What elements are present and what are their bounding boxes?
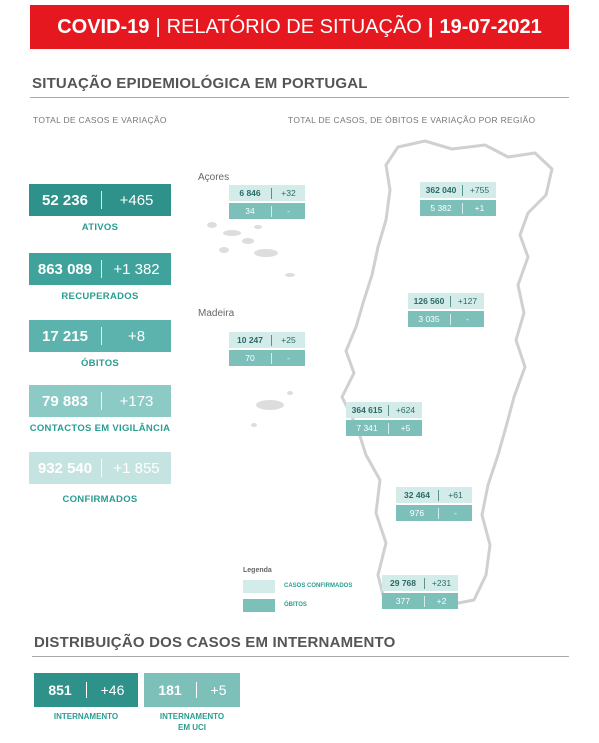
portugal-map [207,139,554,609]
region-cases-delta: +624 [395,405,416,415]
stat-value: 932 540 [37,459,93,477]
stat-divider [101,260,102,278]
legend-label-deaths: ÓBITOS [284,602,307,608]
stat-label: ATIVOS [81,222,119,233]
region-deaths-delta: - [287,206,290,216]
banner-separator: | [155,15,161,38]
hosp-label: INTERNAMENTO EM UCI [159,712,225,732]
section-divider [32,656,569,657]
hosp-internamento-uci: 181 +5 [144,673,240,707]
region-cases-delta: +61 [448,490,463,500]
stat-delta: +1 382 [113,260,160,278]
legend-swatch-cases [243,580,275,593]
mainland-outline [340,139,554,609]
stat-label: CONTACTOS EM VIGILÂNCIA [29,423,171,434]
stat-delta: +173 [119,392,154,410]
region-cases: 364 615 [351,405,383,415]
stat-value: 863 089 [37,260,93,278]
stat-ativos: 52 236 +465 [29,184,171,216]
region-deaths-delta: +2 [436,596,447,606]
stat-delta: +8 [127,327,146,345]
section-title-epidemiological: SITUAÇÃO EPIDEMIOLÓGICA EM PORTUGAL [32,75,368,92]
stat-recuperados: 863 089 +1 382 [29,253,171,285]
region-box-alentejo: 32 464 +61 976 - [396,487,472,521]
region-deaths-delta: +1 [474,203,485,213]
section-divider [30,97,569,98]
region-cases: 10 247 [237,335,263,345]
madeira-islands [251,391,293,427]
hosp-divider [86,682,87,698]
report-banner: COVID-19 | RELATÓRIO DE SITUAÇÃO | 19-07… [30,5,569,49]
region-deaths: 70 [245,353,255,363]
stat-obitos: 17 215 +8 [29,320,171,352]
region-cases-delta: +755 [469,185,490,195]
banner-subtitle: RELATÓRIO DE SITUAÇÃO [166,15,422,38]
hosp-value: 851 [48,682,72,698]
azores-islands [207,222,295,277]
region-deaths: 976 [409,508,425,518]
stat-value: 17 215 [42,327,88,345]
stat-delta: +465 [119,191,154,209]
region-deaths: 5 382 [430,203,452,213]
stat-label: RECUPERADOS [61,291,139,302]
legend-swatch-deaths [243,599,275,612]
legend-title: Legenda [243,567,272,574]
hosp-value: 181 [158,682,182,698]
region-deaths: 377 [395,596,411,606]
region-deaths: 3 035 [418,314,440,324]
subtitle-total-cases: TOTAL DE CASOS E VARIAÇÃO [33,115,167,125]
stat-divider [101,191,102,209]
hosp-delta: +46 [100,682,125,698]
region-deaths-delta: - [466,314,469,324]
stat-divider [101,327,102,345]
hosp-internamento: 851 +46 [34,673,138,707]
stat-label: CONFIRMADOS [62,494,138,505]
region-box-acores: 6 846 +32 34 - [229,185,305,219]
banner-title: COVID-19 [57,15,150,38]
region-box-centro: 126 560 +127 3 035 - [408,293,484,327]
banner-separator: | [427,15,434,38]
banner-date: 19-07-2021 [439,15,542,38]
region-cases-delta: +25 [281,335,296,345]
hosp-delta: +5 [210,682,227,698]
region-box-lisboa: 364 615 +624 7 341 +5 [346,402,422,436]
stat-value: 79 883 [42,392,88,410]
region-deaths: 34 [245,206,255,216]
stat-delta: +1 855 [113,459,160,477]
region-cases: 362 040 [425,185,457,195]
region-name-acores: Açores [198,172,230,183]
stat-divider [101,459,102,477]
stat-label: ÓBITOS [80,358,120,369]
region-cases: 32 464 [404,490,430,500]
region-deaths-delta: - [454,508,457,518]
region-deaths-delta: - [287,353,290,363]
stat-contactos: 79 883 +173 [29,385,171,417]
region-cases-delta: +231 [431,578,452,588]
legend-label-cases: CASOS CONFIRMADOS [284,583,353,589]
subtitle-regions: TOTAL DE CASOS, DE ÓBITOS E VARIAÇÃO POR… [288,115,536,125]
hosp-label: INTERNAMENTO [53,712,119,721]
stat-divider [101,392,102,410]
region-deaths-delta: +5 [400,423,411,433]
region-deaths: 7 341 [356,423,378,433]
region-cases: 29 768 [390,578,416,588]
region-cases-delta: +32 [281,188,296,198]
region-box-norte: 362 040 +755 5 382 +1 [420,182,496,216]
region-cases-delta: +127 [457,296,478,306]
region-box-madeira: 10 247 +25 70 - [229,332,305,366]
region-cases: 126 560 [413,296,445,306]
region-box-algarve: 29 768 +231 377 +2 [382,575,458,609]
stat-value: 52 236 [42,191,88,209]
stat-confirmados: 932 540 +1 855 [29,452,171,484]
region-name-madeira: Madeira [198,308,235,319]
region-cases: 6 846 [239,188,261,198]
hosp-divider [196,682,197,698]
section-title-hospitalization: DISTRIBUIÇÃO DOS CASOS EM INTERNAMENTO [34,634,396,651]
